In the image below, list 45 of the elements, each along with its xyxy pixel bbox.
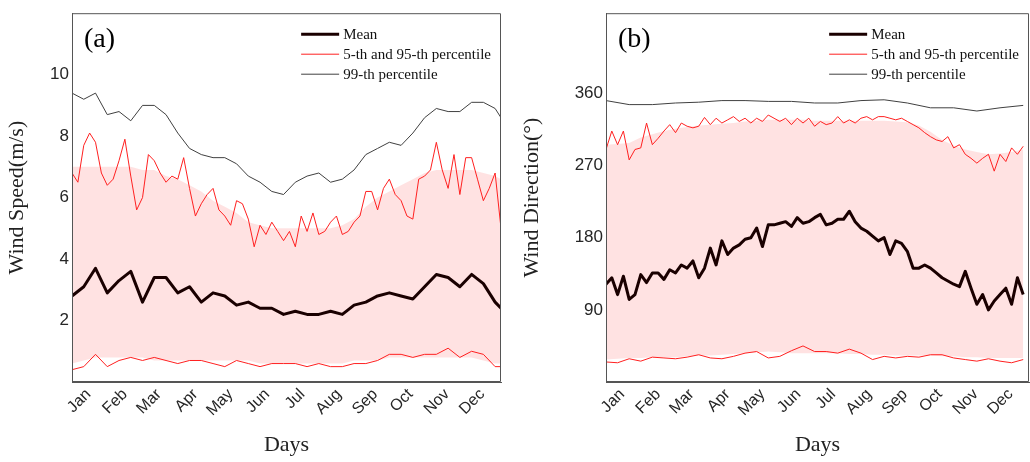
legend-label: 99-th percentile — [871, 66, 967, 83]
y-tick-label: 6 — [59, 187, 69, 207]
x-tick-label: Dec — [983, 385, 1016, 418]
y-tick-label: 270 — [574, 155, 603, 175]
legend-label: Mean — [343, 26, 378, 43]
x-tick-label: Feb — [98, 384, 131, 417]
x-axis-title: Days — [263, 430, 310, 456]
x-tick-label: May — [734, 385, 768, 419]
x-tick-label: Apr — [171, 384, 202, 415]
y-axis-title: Wind Speed(m/s) — [2, 120, 28, 275]
chart-title: (b) — [618, 21, 651, 53]
x-tick-label: Aug — [842, 385, 875, 418]
y-axis-title: Wind Direction(°) — [517, 117, 543, 278]
y-tick-label: 360 — [574, 83, 603, 103]
x-axis-title: Days — [794, 430, 841, 456]
y-tick-label: 2 — [59, 310, 69, 330]
x-tick-label: May — [202, 385, 236, 419]
y-tick-label: 4 — [59, 248, 69, 268]
legend-label: 5-th and 95-th percentile — [343, 46, 492, 63]
chart-title: (a) — [84, 21, 116, 53]
x-tick-label: Sep — [878, 384, 911, 418]
x-tick-label: Jul — [281, 385, 308, 412]
legend-label: 5-th and 95-th percentile — [871, 46, 1020, 63]
y-tick-label: 10 — [50, 64, 69, 84]
x-tick-label: Jun — [773, 385, 804, 416]
y-tick-label: 8 — [59, 125, 69, 145]
x-tick-label: Mar — [132, 384, 165, 417]
x-tick-label: Nov — [948, 385, 981, 418]
x-tick-label: Feb — [631, 384, 664, 417]
x-tick-label: Sep — [348, 384, 381, 418]
x-tick-label: Dec — [455, 385, 488, 418]
x-tick-label: Jul — [811, 385, 839, 412]
x-tick-label: Oct — [915, 384, 946, 415]
x-tick-label: Apr — [703, 384, 734, 415]
y-tick-label: 90 — [584, 299, 603, 319]
x-tick-label: Nov — [420, 385, 453, 418]
y-tick-label: 180 — [574, 227, 603, 247]
x-tick-label: Oct — [386, 384, 417, 415]
x-tick-label: Jun — [242, 385, 273, 416]
x-tick-label: Mar — [665, 384, 698, 417]
legend-label: Mean — [871, 26, 906, 43]
legend-label: 99-th percentile — [343, 66, 439, 83]
x-tick-label: Jan — [63, 385, 94, 416]
x-tick-label: Aug — [311, 385, 345, 418]
x-tick-label: Jan — [597, 385, 628, 416]
